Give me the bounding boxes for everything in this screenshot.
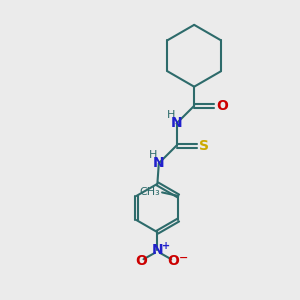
- Text: N: N: [152, 243, 163, 257]
- Text: O: O: [135, 254, 147, 268]
- Text: CH₃: CH₃: [140, 187, 160, 197]
- Text: −: −: [179, 253, 188, 263]
- Text: N: N: [153, 156, 165, 170]
- Text: O: O: [168, 254, 179, 268]
- Text: +: +: [162, 241, 170, 251]
- Text: H: H: [167, 110, 175, 120]
- Text: N: N: [171, 116, 182, 130]
- Text: S: S: [199, 139, 209, 153]
- Text: H: H: [149, 150, 158, 160]
- Text: O: O: [216, 99, 228, 113]
